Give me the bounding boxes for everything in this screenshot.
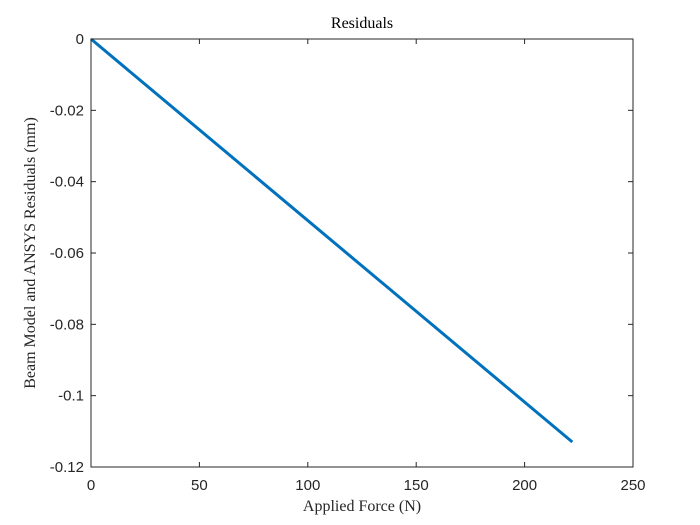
- residuals-series-line: [90, 37, 574, 444]
- y-tick-label: -0.04: [50, 174, 84, 191]
- plot-area-frame: [90, 38, 634, 468]
- x-tick-label: 150: [404, 477, 429, 494]
- x-axis-label: Applied Force (N): [303, 498, 421, 515]
- y-tick-label: -0.08: [50, 316, 84, 333]
- x-tick-label: 250: [620, 477, 645, 494]
- y-tick-label: -0.06: [50, 245, 84, 262]
- y-tick-label: 0: [76, 31, 84, 48]
- x-tick-label: 50: [191, 477, 208, 494]
- x-tick-label: 100: [295, 477, 320, 494]
- x-tick-label: 0: [87, 477, 95, 494]
- chart-title: Residuals: [331, 15, 393, 32]
- y-tick-label: -0.12: [50, 459, 84, 476]
- y-tick-label: -0.1: [58, 388, 84, 405]
- y-axis-label: Beam Model and ANSYS Residuals (mm): [22, 117, 39, 389]
- y-tick-label: -0.02: [50, 102, 84, 119]
- x-tick-label: 200: [512, 477, 537, 494]
